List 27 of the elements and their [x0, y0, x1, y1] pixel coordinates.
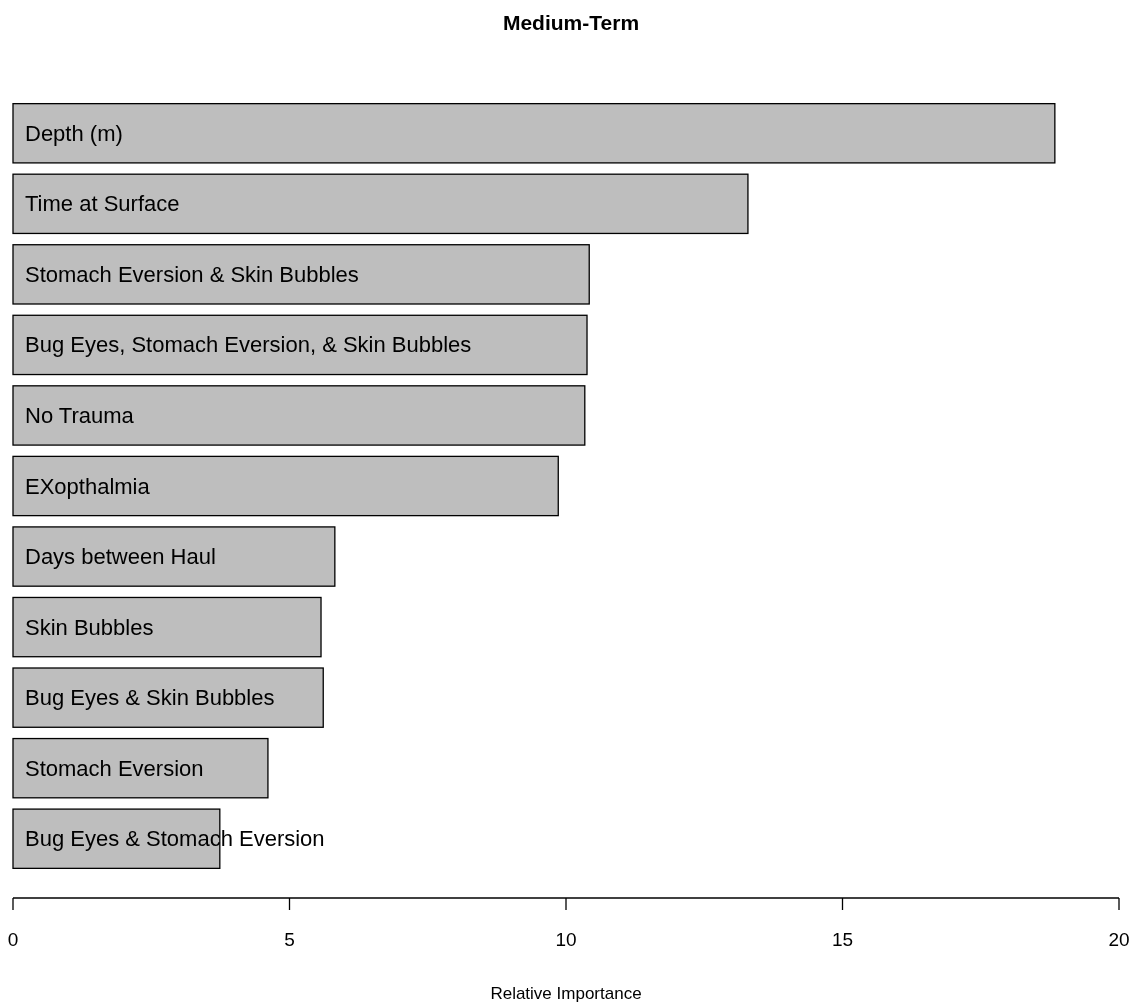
bar — [12, 526, 336, 587]
bar — [12, 667, 324, 728]
x-tick-label: 15 — [831, 929, 854, 950]
bar — [12, 244, 590, 305]
y-tick-label: Stomach Eversion & Skin Bubbles — [25, 261, 359, 287]
y-tick-label: Bug Eyes & Skin Bubbles — [25, 685, 275, 711]
y-tick-label: Time at Surface — [25, 191, 180, 217]
y-tick-label: Days between Haul — [25, 544, 216, 570]
bar — [12, 737, 269, 799]
y-tick-label: EXopthalmia — [25, 473, 151, 499]
bar — [12, 173, 749, 235]
bar — [12, 102, 1056, 164]
bar — [12, 455, 559, 517]
y-tick-label: Depth (m) — [25, 120, 123, 146]
x-tick-label: 20 — [1108, 929, 1130, 950]
x-axis-title: Relative Importance — [490, 984, 642, 1003]
x-tick-label: 5 — [284, 929, 295, 950]
y-tick-label: Bug Eyes, Stomach Eversion, & Skin Bubbles — [25, 332, 472, 358]
chart-title: Medium-Term — [502, 11, 640, 34]
y-tick-label: Stomach Eversion — [25, 755, 204, 781]
bar — [12, 314, 588, 376]
bar — [12, 385, 586, 446]
bar — [12, 596, 322, 658]
y-tick-label: Skin Bubbles — [25, 614, 154, 640]
x-tick-label: 10 — [555, 929, 577, 950]
x-tick-label: 0 — [7, 929, 19, 950]
y-tick-label: No Trauma — [25, 402, 135, 428]
